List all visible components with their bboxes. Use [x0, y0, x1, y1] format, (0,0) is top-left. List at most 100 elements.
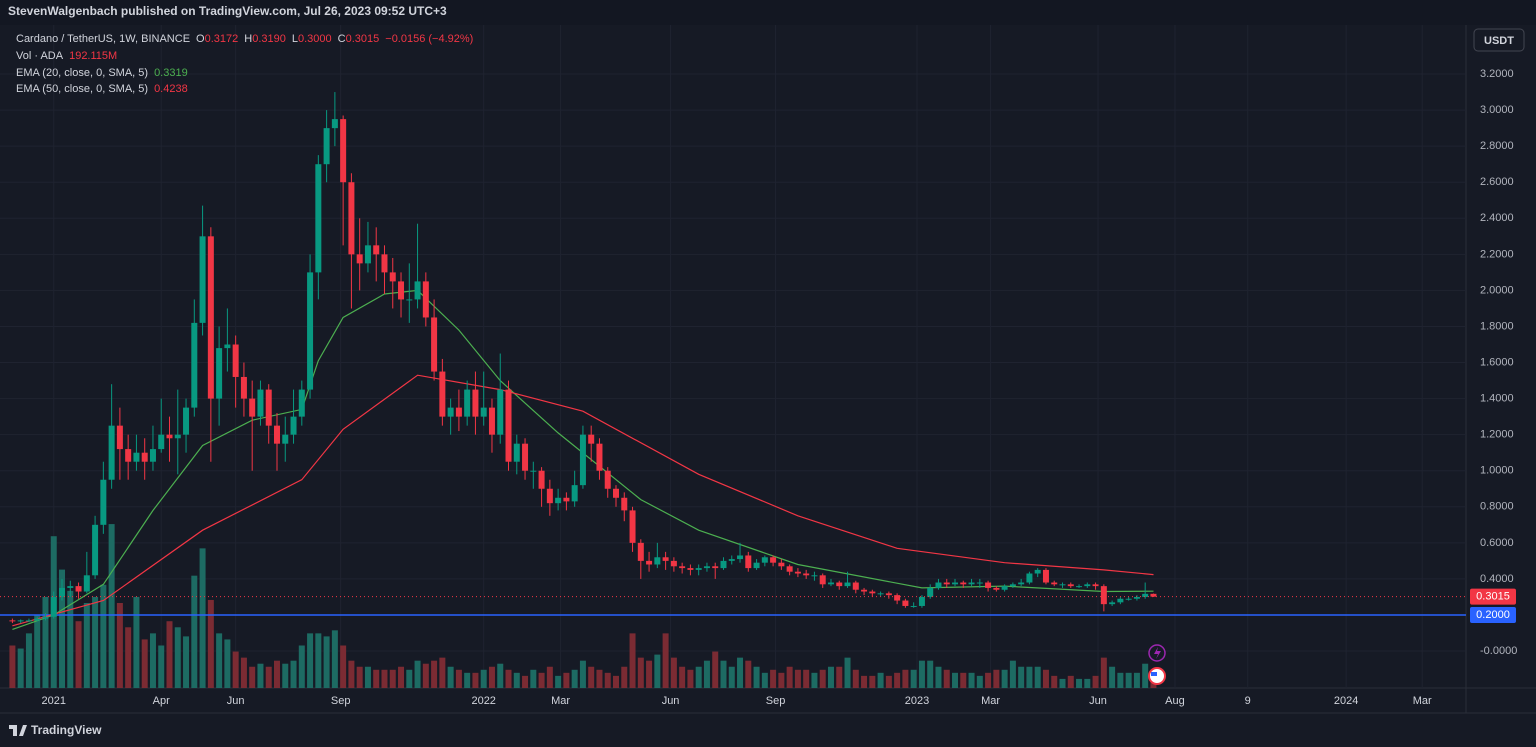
- candle-body: [844, 582, 851, 587]
- volume-bar: [323, 636, 330, 688]
- candle-body: [389, 272, 396, 282]
- volume-bar: [803, 669, 810, 688]
- volume-bar: [422, 663, 429, 688]
- legend-row: Vol · ADA 192.115M: [16, 50, 117, 62]
- y-tick-label: 1.4000: [1480, 393, 1514, 405]
- candle-body: [1009, 584, 1016, 587]
- volume-bar: [307, 633, 314, 688]
- ohlc-value: 0.3190: [252, 33, 286, 45]
- candle-body: [745, 555, 752, 569]
- volume-bar: [745, 660, 752, 688]
- candle-body: [1133, 596, 1140, 599]
- volume-bar: [414, 660, 421, 688]
- legend: Cardano / TetherUS, 1W, BINANCE O0.3172 H0…: [16, 33, 473, 95]
- ema50-value: 0.4238: [154, 83, 188, 95]
- currency-button-frame[interactable]: [1473, 28, 1525, 52]
- candle-body: [993, 587, 1000, 590]
- volume-bar: [513, 672, 520, 688]
- volume-bar: [737, 657, 744, 688]
- volume-bar: [480, 669, 487, 688]
- flag-glyph: [1151, 672, 1157, 676]
- volume-bar: [1125, 672, 1132, 688]
- volume-bar: [282, 663, 289, 688]
- candle-body: [488, 407, 495, 435]
- volume-bar: [613, 675, 620, 688]
- candle-body: [116, 425, 123, 450]
- change: −0.0156 (−4.92%): [385, 33, 473, 45]
- ohlc-key: L: [292, 33, 298, 45]
- volume-bar: [497, 663, 504, 688]
- candle-body: [877, 593, 884, 595]
- y-tick-label: 1.0000: [1480, 465, 1514, 477]
- candle-body: [307, 272, 314, 390]
- currency-button[interactable]: USDT: [1473, 28, 1525, 52]
- ema20-name: EMA (20, close, 0, SMA, 5): [16, 67, 148, 79]
- volume-bar: [207, 599, 214, 688]
- candle-body: [869, 591, 876, 594]
- ema20-value: 0.3319: [154, 67, 188, 79]
- volume-bar: [9, 645, 16, 688]
- candle-body: [902, 600, 909, 606]
- volume-bar: [348, 660, 355, 688]
- candle-body: [1051, 582, 1058, 585]
- candle-body: [1026, 573, 1033, 583]
- volume-bar: [75, 621, 82, 688]
- volume-bar: [1109, 666, 1116, 688]
- volume-bar: [927, 660, 934, 688]
- volume-bar: [563, 672, 570, 688]
- volume-bar: [952, 672, 959, 688]
- candle-body: [216, 348, 223, 399]
- volume-bar: [885, 675, 892, 688]
- volume-bar: [985, 672, 992, 688]
- candle-body: [654, 557, 661, 565]
- volume-bar: [538, 672, 545, 688]
- candle-body: [910, 605, 917, 607]
- ohlc: O0.3172 H0.3190 L0.3000 C0.3015: [196, 33, 379, 45]
- logo-text[interactable]: TradingView: [31, 723, 102, 737]
- legend-row: EMA (20, close, 0, SMA, 5) 0.3319: [16, 67, 188, 79]
- volume-bar: [273, 660, 280, 688]
- volume-bar: [960, 672, 967, 688]
- candle-body: [398, 281, 405, 300]
- candle-body: [174, 434, 181, 439]
- candle-body: [224, 344, 231, 349]
- candle-body: [827, 582, 834, 585]
- volume-bar: [571, 669, 578, 688]
- candle-body: [613, 488, 620, 498]
- volume-bar: [794, 669, 801, 688]
- volume-bar: [1009, 660, 1016, 688]
- axes: 3.2000 3.0000 2.8000 2.6000 2.4000 2.2000 2.00…: [42, 68, 1518, 707]
- candle-body: [530, 470, 537, 472]
- legend-row: EMA (50, close, 0, SMA, 5) 0.4238: [16, 83, 188, 95]
- volume-bar: [703, 660, 710, 688]
- candle-body: [290, 416, 297, 435]
- volume-bar: [604, 672, 611, 688]
- volume-bar: [910, 669, 917, 688]
- candle-body: [596, 443, 603, 471]
- candle-body: [894, 595, 901, 601]
- event-icon-glyph: [1154, 647, 1161, 659]
- volume-bar: [373, 669, 380, 688]
- volume-bar: [629, 633, 636, 688]
- currency-label[interactable]: USDT: [1484, 35, 1514, 47]
- volume-bar: [753, 666, 760, 688]
- event-icons[interactable]: [1148, 644, 1166, 685]
- candle-body: [406, 299, 413, 301]
- candle-body: [588, 434, 595, 444]
- volume-bar: [240, 657, 247, 688]
- candle-body: [455, 407, 462, 417]
- volume-bar: [1067, 675, 1074, 688]
- volume-bar: [1042, 669, 1049, 688]
- volume-bar: [902, 669, 909, 688]
- volume-bar: [687, 669, 694, 688]
- footer-logo[interactable]: TradingView: [9, 723, 102, 737]
- volume-bar: [869, 675, 876, 688]
- logo-icon[interactable]: [9, 725, 27, 736]
- volume-bar: [83, 603, 90, 688]
- volume-bar: [579, 660, 586, 688]
- candle-body: [621, 497, 628, 511]
- candle-body: [728, 559, 735, 561]
- volume-bar: [141, 639, 148, 688]
- volume-bar: [224, 639, 231, 688]
- x-tick-label: Sep: [331, 695, 351, 707]
